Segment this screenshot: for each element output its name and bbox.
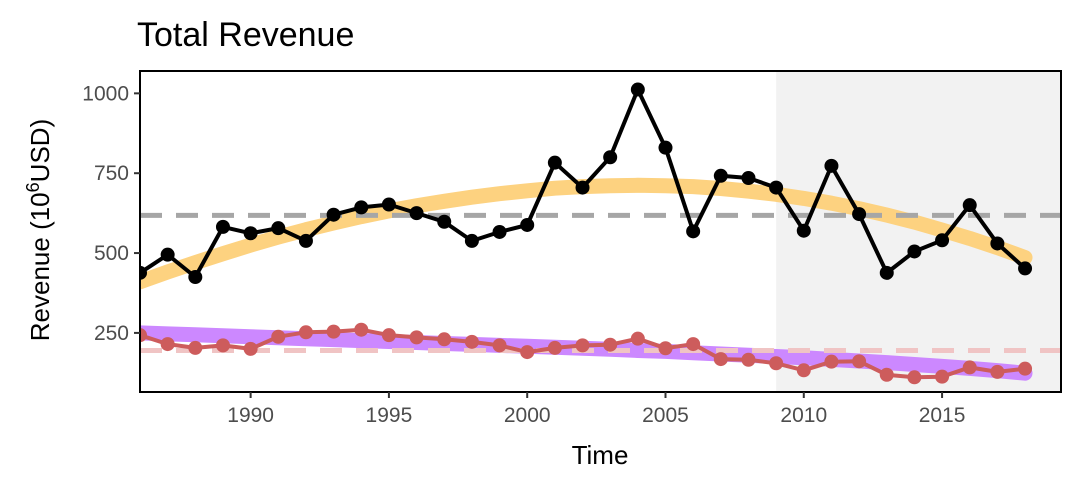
y-axis-title-main: Revenue (10 <box>25 192 55 341</box>
series-0-point-19 <box>658 140 673 155</box>
series-1-point-21 <box>713 352 728 367</box>
series-0-point-12 <box>464 233 479 248</box>
series-0-point-21 <box>713 168 728 183</box>
series-0-point-8 <box>354 200 369 215</box>
series-0-point-4 <box>243 226 258 241</box>
series-1-point-29 <box>935 369 950 384</box>
series-1-point-25 <box>824 354 839 369</box>
y-tick-label-250: 250 <box>94 322 129 345</box>
series-0-point-1 <box>160 247 175 262</box>
x-tick-label-2015: 2015 <box>919 404 966 427</box>
series-1-point-18 <box>630 331 645 346</box>
series-1-point-19 <box>658 341 673 356</box>
series-0-point-29 <box>935 233 950 248</box>
series-0-point-22 <box>741 171 756 185</box>
series-1-point-22 <box>741 352 756 367</box>
x-tick-label-2000: 2000 <box>504 404 551 427</box>
series-1-point-10 <box>409 330 424 345</box>
series-0-point-18 <box>630 82 645 97</box>
series-0-point-13 <box>492 224 507 239</box>
series-0-point-16 <box>575 180 590 195</box>
plot-content <box>140 82 1061 385</box>
series-0-point-9 <box>381 197 396 212</box>
x-axis-title: Time <box>572 440 629 470</box>
series-1-point-3 <box>215 338 230 353</box>
series-0-point-25 <box>824 158 839 173</box>
plot-area: 1990 1995 2000 2005 2010 2015 250 500 750 1000 <box>82 70 1062 427</box>
y-axis-title: Revenue (106USD) <box>23 119 55 341</box>
series-0-point-27 <box>879 265 894 280</box>
y-axis-title-superscript: 6 <box>23 182 43 192</box>
series-0-point-0 <box>140 265 147 280</box>
series-0-point-7 <box>326 207 341 222</box>
series-0-point-24 <box>796 223 811 238</box>
series-1-point-8 <box>354 322 369 337</box>
panel-border <box>139 70 1062 393</box>
series-1-point-5 <box>271 329 286 344</box>
series-0-point-23 <box>769 180 784 195</box>
shaded-region <box>776 71 1061 392</box>
series-0-point-2 <box>188 270 203 285</box>
series-1-point-4 <box>243 341 258 356</box>
series-1-point-9 <box>381 328 396 343</box>
series-0-point-11 <box>437 214 452 229</box>
series-1-point-13 <box>492 338 507 353</box>
series-0-point-31 <box>990 236 1005 251</box>
x-tick-label-2010: 2010 <box>780 404 827 427</box>
series-1-point-12 <box>464 334 479 349</box>
series-0-point-17 <box>603 150 618 165</box>
series-0-point-10 <box>409 206 424 221</box>
series-1-point-32 <box>1018 361 1033 376</box>
x-tick-label-1990: 1990 <box>227 404 274 427</box>
series-1-point-7 <box>326 324 341 339</box>
series-1-point-24 <box>796 363 811 378</box>
series-1-point-27 <box>879 367 894 382</box>
series-1-point-17 <box>603 337 618 352</box>
chart-title: Total Revenue <box>137 16 354 54</box>
series-1-point-2 <box>188 340 203 355</box>
x-tick-label-2005: 2005 <box>642 404 689 427</box>
series-1-point-23 <box>769 356 784 371</box>
series-0-point-14 <box>520 217 535 232</box>
series-1-point-20 <box>686 337 701 352</box>
series-1-point-16 <box>575 338 590 353</box>
series-0-point-6 <box>298 233 313 248</box>
y-tick-label-1000: 1000 <box>82 82 129 105</box>
series-0-point-28 <box>907 244 922 259</box>
y-tick-label-750: 750 <box>94 162 129 185</box>
y-axis-title-unit: USD) <box>25 119 55 183</box>
series-0-point-15 <box>547 155 562 170</box>
series-0-point-5 <box>271 221 286 236</box>
series-1-point-15 <box>547 340 562 355</box>
series-1-point-31 <box>990 364 1005 379</box>
series-1-point-1 <box>160 337 175 352</box>
series-1-point-30 <box>962 360 977 375</box>
x-tick-label-1995: 1995 <box>366 404 413 427</box>
series-0-point-30 <box>962 198 977 213</box>
y-tick-label-500: 500 <box>94 242 129 265</box>
series-1-point-0 <box>140 328 147 343</box>
series-0-point-20 <box>686 224 701 239</box>
series-1-point-14 <box>520 345 535 360</box>
series-1-point-6 <box>298 325 313 340</box>
series-1-point-26 <box>852 354 867 369</box>
series-1-point-28 <box>907 370 922 385</box>
series-0-point-26 <box>852 207 867 222</box>
series-0-point-32 <box>1018 261 1033 276</box>
series-1-point-11 <box>437 332 452 347</box>
series-0-point-3 <box>215 219 230 234</box>
